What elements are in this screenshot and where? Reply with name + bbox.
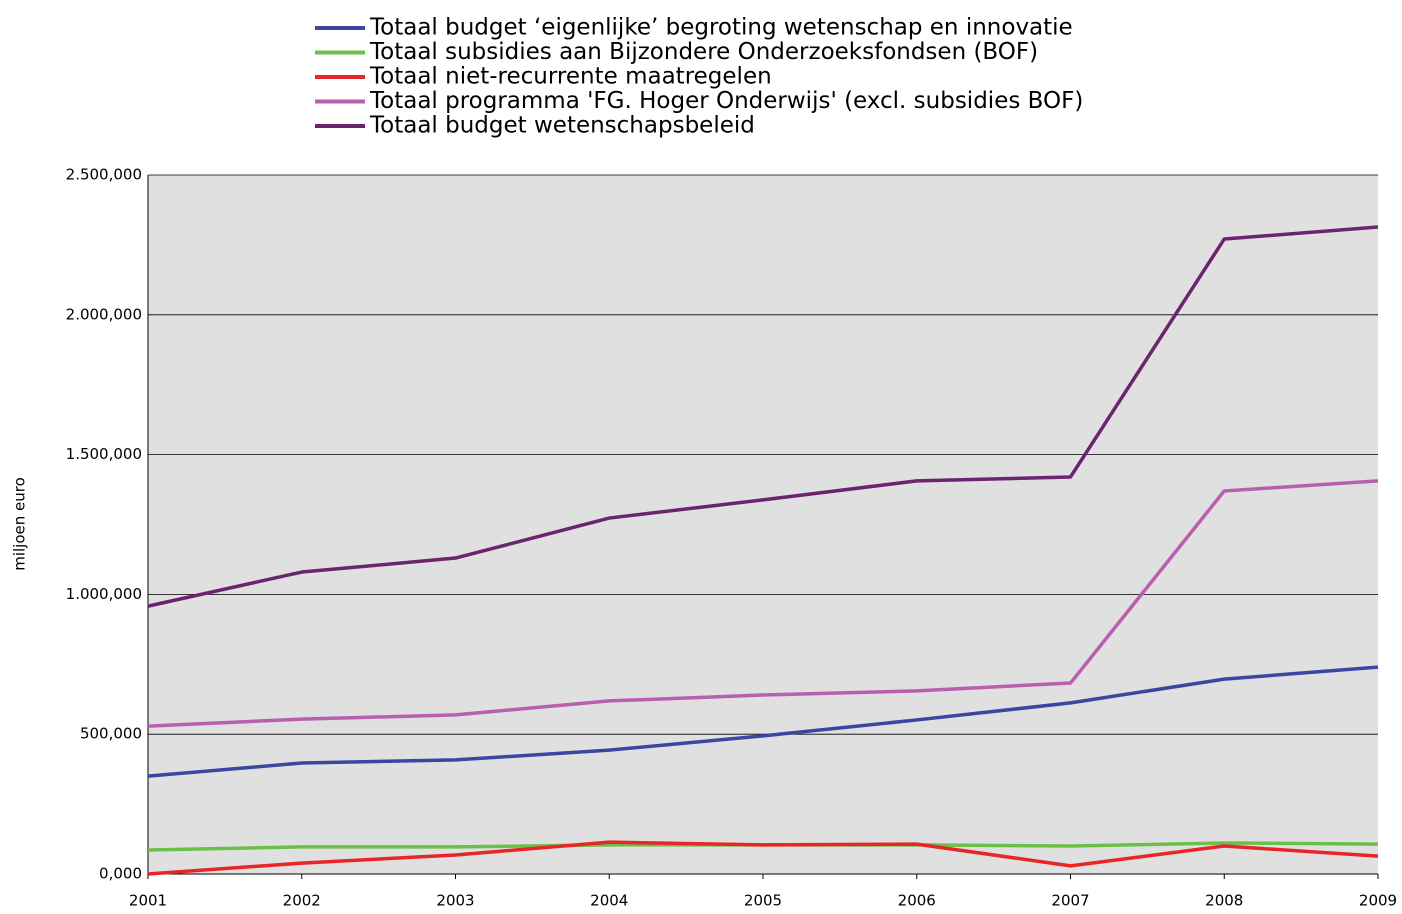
x-tick-label: 2008 bbox=[1205, 892, 1243, 910]
legend-label: Totaal subsidies aan Bijzondere Onderzoe… bbox=[369, 39, 1038, 65]
series-line bbox=[147, 225, 1379, 608]
legend-label: Totaal programma 'FG. Hoger Onderwijs' (… bbox=[369, 88, 1083, 114]
y-tick-label: 500,000 bbox=[80, 725, 142, 743]
plot-area bbox=[148, 175, 1378, 874]
x-tick-label: 2009 bbox=[1359, 892, 1397, 910]
x-tick-label: 2004 bbox=[590, 892, 628, 910]
x-tick-label: 2006 bbox=[898, 892, 936, 910]
y-tick-label: 2.500,000 bbox=[66, 166, 142, 184]
y-tick-label: 2.000,000 bbox=[66, 305, 142, 323]
legend-label: Totaal niet-recurrente maatregelen bbox=[369, 64, 772, 90]
x-tick-label: 2005 bbox=[744, 892, 782, 910]
series-line bbox=[147, 840, 1379, 876]
legend-label: Totaal budget wetenschapsbeleid bbox=[369, 113, 755, 139]
series-line bbox=[147, 665, 1379, 778]
y-tick-label: 1.500,000 bbox=[66, 445, 142, 463]
series-line bbox=[147, 479, 1379, 728]
y-axis-label: miljoen euro bbox=[11, 477, 29, 571]
x-tick-label: 2003 bbox=[436, 892, 474, 910]
legend-label: Totaal budget ‘eigenlijke’ begroting wet… bbox=[369, 15, 1073, 41]
y-tick-label: 0,000 bbox=[99, 865, 142, 883]
y-tick-label: 1.000,000 bbox=[66, 585, 142, 603]
x-tick-label: 2007 bbox=[1051, 892, 1089, 910]
x-tick-label: 2002 bbox=[283, 892, 321, 910]
x-tick-label: 2001 bbox=[129, 892, 167, 910]
